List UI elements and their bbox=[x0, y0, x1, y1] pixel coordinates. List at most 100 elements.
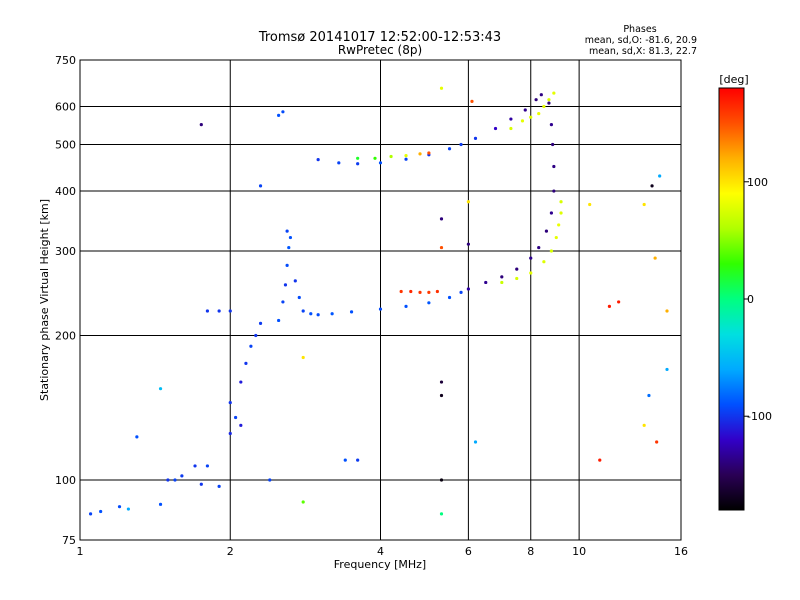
colorbar-tick-label: -100 bbox=[747, 410, 772, 423]
echo-point bbox=[557, 223, 561, 227]
echo-point bbox=[547, 101, 551, 105]
echo-point bbox=[500, 280, 504, 285]
echo-point bbox=[447, 295, 452, 300]
y-tick-label: 200 bbox=[55, 330, 76, 343]
echo-point bbox=[418, 152, 422, 156]
echo-point bbox=[473, 136, 478, 140]
echo-point bbox=[135, 435, 139, 439]
echo-point bbox=[470, 99, 474, 103]
echo-point bbox=[158, 502, 163, 506]
echo-point bbox=[549, 123, 554, 127]
y-axis-title: Stationary phase Virtual Height [km] bbox=[38, 199, 51, 401]
echo-point bbox=[285, 229, 289, 233]
echo-point bbox=[404, 157, 408, 161]
echo-point bbox=[647, 393, 651, 398]
echo-point bbox=[166, 478, 170, 482]
y-tick-label: 400 bbox=[55, 185, 76, 198]
echo-point bbox=[268, 478, 272, 482]
echo-point bbox=[439, 217, 444, 221]
plot-frame bbox=[79, 59, 682, 541]
y-tick-label: 75 bbox=[62, 534, 76, 547]
echo-point bbox=[285, 263, 289, 267]
echo-point bbox=[529, 271, 533, 275]
echo-point bbox=[217, 484, 221, 488]
echo-point bbox=[399, 289, 403, 294]
echo-point bbox=[337, 161, 341, 165]
echo-point bbox=[228, 431, 232, 436]
x-tick-label: 1 bbox=[77, 545, 84, 558]
stats-o-mode: mean, sd,O: -81.6, 20.9 bbox=[585, 35, 697, 46]
x-tick-label: 4 bbox=[377, 545, 384, 558]
echo-point bbox=[439, 380, 444, 384]
echo-point bbox=[552, 189, 556, 193]
echo-point bbox=[343, 458, 347, 462]
echo-point bbox=[523, 108, 527, 112]
echo-point bbox=[547, 98, 551, 102]
colorbar-ticks: 100 0 -100 bbox=[744, 176, 772, 423]
x-tick-label: 6 bbox=[465, 545, 472, 558]
echo-point bbox=[244, 361, 248, 365]
echo-point bbox=[520, 119, 525, 123]
echo-point bbox=[180, 474, 184, 478]
colorbar-tick-label: 0 bbox=[747, 293, 754, 306]
echo-point bbox=[427, 290, 431, 294]
x-tick-label: 10 bbox=[572, 545, 586, 558]
echo-point bbox=[439, 393, 444, 398]
colorbar-strip bbox=[718, 87, 745, 511]
echo-point bbox=[552, 91, 556, 95]
echo-point bbox=[607, 304, 612, 309]
echo-point bbox=[650, 184, 654, 188]
x-tick-label: 8 bbox=[527, 545, 534, 558]
plot-area: 1 2 4 6 8 10 16 75 100 200 300 400 500 600 750 bbox=[55, 54, 688, 558]
echo-point bbox=[356, 162, 360, 166]
echo-point bbox=[544, 229, 549, 233]
stats-x-mode: mean, sd,X: 81.3, 22.7 bbox=[589, 46, 697, 57]
echo-point bbox=[205, 309, 210, 313]
x-axis-title: Frequency [MHz] bbox=[334, 558, 426, 571]
phase-colorbar: [deg] 100 0 -100 bbox=[718, 73, 772, 511]
x-axis-ticks: 1 2 4 6 8 10 16 bbox=[77, 545, 689, 558]
echo-point bbox=[404, 154, 408, 158]
echo-point bbox=[389, 154, 393, 159]
x-tick-label: 2 bbox=[227, 545, 234, 558]
echo-point bbox=[356, 458, 360, 462]
echo-point bbox=[655, 440, 659, 444]
echo-point bbox=[549, 211, 554, 215]
echo-point bbox=[193, 464, 197, 468]
echo-point bbox=[234, 415, 238, 420]
echo-point bbox=[254, 333, 258, 338]
echo-point bbox=[509, 126, 513, 131]
echo-point bbox=[598, 458, 602, 462]
echo-point bbox=[217, 309, 221, 313]
echo-point bbox=[301, 355, 305, 360]
echo-point bbox=[665, 309, 669, 313]
y-tick-label: 600 bbox=[55, 101, 76, 114]
echo-point bbox=[529, 256, 533, 260]
echo-point bbox=[459, 290, 463, 294]
echo-point bbox=[459, 142, 463, 147]
echo-point bbox=[537, 245, 541, 250]
echo-point bbox=[281, 110, 285, 114]
colorbar-unit: [deg] bbox=[719, 73, 748, 86]
echo-point bbox=[249, 344, 253, 348]
y-tick-label: 500 bbox=[55, 139, 76, 152]
echo-point bbox=[509, 117, 513, 121]
echo-point bbox=[258, 321, 263, 325]
echo-point bbox=[447, 147, 452, 151]
echo-point bbox=[515, 276, 519, 281]
echo-point bbox=[588, 202, 592, 207]
echo-point bbox=[529, 115, 533, 119]
echo-point bbox=[281, 300, 285, 304]
echo-point bbox=[301, 309, 305, 313]
echo-point bbox=[356, 156, 360, 160]
echo-point bbox=[466, 242, 470, 246]
echo-point bbox=[427, 151, 431, 155]
echo-point bbox=[228, 400, 232, 405]
echo-point bbox=[653, 256, 657, 260]
echo-point bbox=[297, 295, 301, 300]
echo-point bbox=[642, 202, 646, 207]
echo-point bbox=[542, 104, 546, 109]
echo-point bbox=[466, 287, 470, 291]
echo-point bbox=[373, 156, 377, 160]
echo-point bbox=[258, 184, 263, 188]
